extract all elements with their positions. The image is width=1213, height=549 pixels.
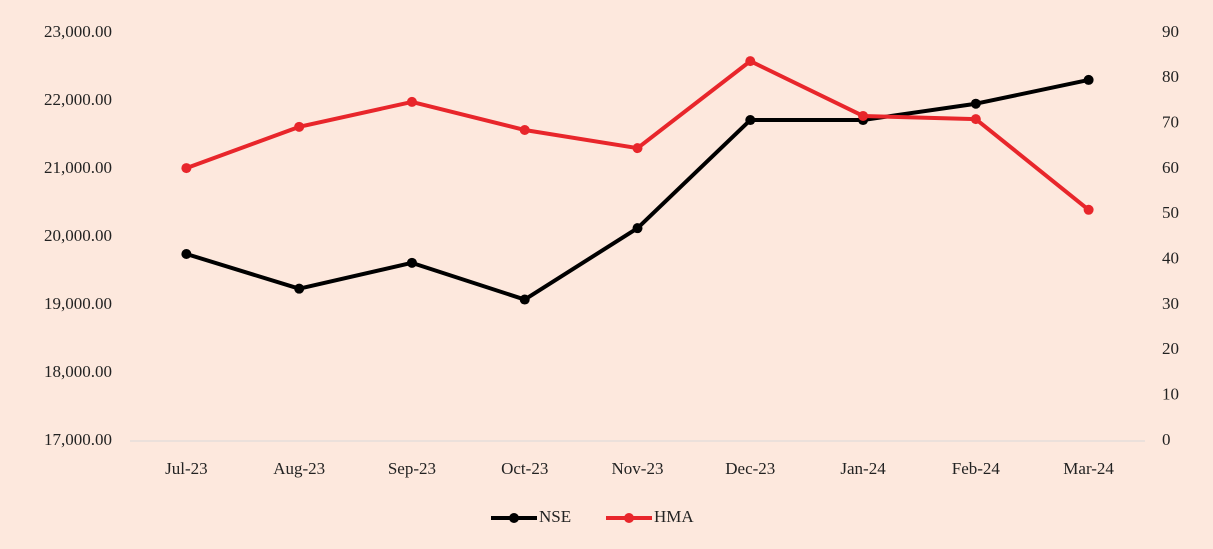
data-point: [181, 249, 192, 259]
data-point: [858, 110, 869, 121]
y-tick-label: 22,000.00: [44, 90, 112, 109]
series-line: [185, 77, 1090, 302]
y2-tick-label: 80: [1162, 67, 1179, 86]
y-tick-label: 17,000.00: [44, 430, 112, 449]
data-point: [632, 223, 643, 234]
data-point: [632, 143, 643, 154]
x-tick-label: Oct-23: [501, 459, 548, 478]
x-tick-label: Mar-24: [1063, 459, 1114, 478]
y-tick-label: 21,000.00: [44, 158, 112, 177]
x-tick-label: Feb-24: [952, 459, 1001, 478]
data-point: [970, 98, 981, 109]
data-point: [294, 283, 305, 294]
data-point: [406, 257, 417, 268]
data-point: [1083, 74, 1094, 85]
y2-tick-label: 10: [1162, 385, 1179, 404]
x-tick-label: Nov-23: [612, 459, 664, 478]
y-tick-label: 20,000.00: [44, 226, 112, 245]
data-point: [181, 163, 192, 174]
x-tick-label: Aug-23: [273, 459, 325, 478]
x-tick-label: Sep-23: [388, 459, 436, 478]
y-tick-label: 23,000.00: [44, 22, 112, 41]
data-point: [519, 294, 530, 305]
x-tick-label: Jan-24: [840, 459, 886, 478]
legend-marker: [509, 513, 519, 523]
legend-label: NSE: [539, 507, 571, 526]
data-point: [406, 96, 417, 107]
y2-tick-label: 0: [1162, 430, 1171, 449]
data-point: [970, 114, 981, 125]
legend-marker: [624, 513, 634, 523]
x-tick-label: Dec-23: [725, 459, 775, 478]
y2-tick-label: 60: [1162, 158, 1179, 177]
y2-tick-label: 40: [1162, 249, 1179, 268]
data-point: [1083, 204, 1094, 215]
data-point: [519, 125, 530, 136]
data-point: [294, 121, 305, 132]
y2-tick-label: 70: [1162, 113, 1179, 132]
legend-label: HMA: [654, 507, 694, 526]
y-tick-label: 18,000.00: [44, 362, 112, 381]
y2-tick-label: 50: [1162, 203, 1179, 222]
series-line: [185, 59, 1090, 212]
y2-tick-label: 30: [1162, 294, 1179, 313]
y2-tick-label: 90: [1162, 22, 1179, 41]
y2-tick-label: 20: [1162, 339, 1179, 358]
data-point: [745, 115, 756, 126]
data-point: [745, 56, 756, 67]
x-tick-label: Jul-23: [165, 459, 208, 478]
y-tick-label: 19,000.00: [44, 294, 112, 313]
